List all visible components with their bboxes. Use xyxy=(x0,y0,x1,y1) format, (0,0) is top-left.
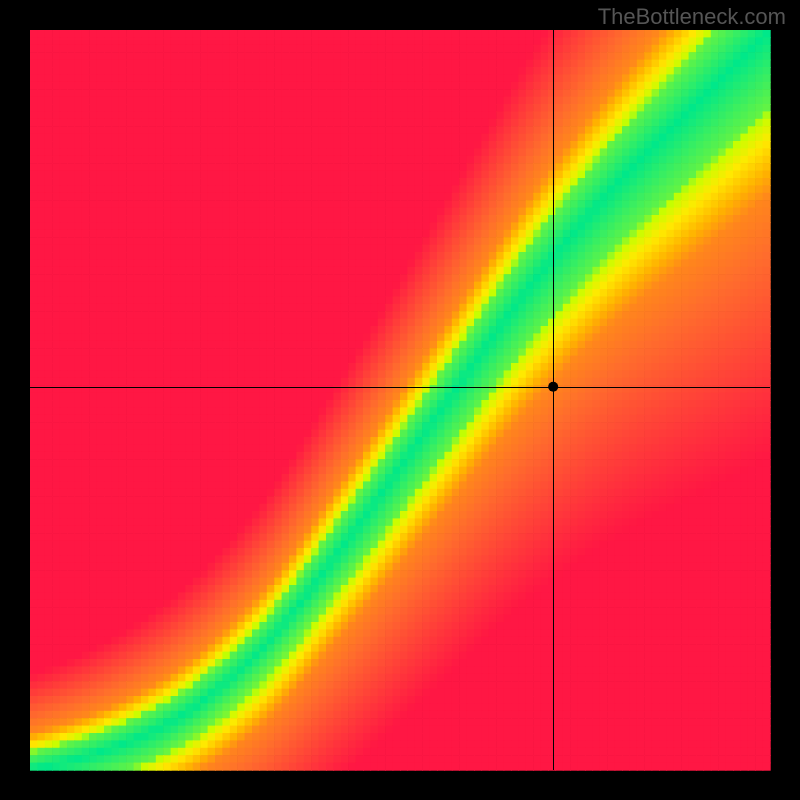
chart-container: TheBottleneck.com xyxy=(0,0,800,800)
bottleneck-heatmap-canvas xyxy=(0,0,800,800)
watermark-text: TheBottleneck.com xyxy=(598,4,786,30)
